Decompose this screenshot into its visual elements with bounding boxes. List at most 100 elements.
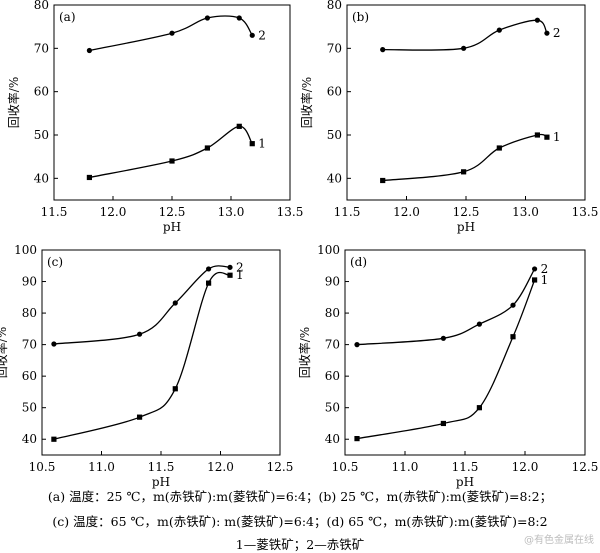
data-point-square: [380, 177, 386, 184]
y-tick-label: 50: [327, 128, 342, 142]
data-point-circle: [172, 300, 178, 306]
series-label: 1: [258, 137, 266, 151]
data-point-circle: [227, 264, 233, 270]
data-point-square: [440, 420, 446, 427]
data-point-square: [86, 174, 92, 181]
plot-frame: [41, 249, 281, 456]
y-tick-label: 50: [34, 128, 49, 142]
y-tick-label: 60: [325, 369, 340, 383]
x-tick-label: 12.0: [393, 205, 420, 219]
series-label: 1: [541, 273, 549, 287]
series-line-2: [356, 268, 536, 346]
x-tick-label: 11.0: [88, 460, 115, 474]
x-tick-label: 12.5: [453, 205, 480, 219]
series-line-2: [53, 265, 231, 345]
panel-label: (d): [350, 255, 367, 269]
x-tick-label: 12.0: [512, 460, 539, 474]
data-point-square: [136, 414, 143, 420]
series-label: 2: [236, 260, 244, 274]
y-tick-label: 90: [22, 275, 37, 289]
series-line-2: [382, 19, 548, 51]
data-point-circle: [440, 335, 446, 341]
x-axis-label: pH: [456, 475, 474, 489]
x-axis-label: pH: [163, 220, 181, 234]
data-point-square: [236, 123, 242, 129]
x-tick-label: 10.5: [29, 460, 56, 474]
x-axis-label: pH: [457, 220, 475, 234]
x-tick-label: 12.0: [100, 205, 127, 219]
x-tick-label: 12.0: [207, 460, 234, 474]
data-point-square: [206, 280, 212, 286]
caption-line-1: (a) 温度：25 ℃，m(赤铁矿):m(菱铁矿)=6:4；(b) 25 ℃，m…: [47, 489, 553, 504]
x-axis-label: pH: [152, 475, 170, 489]
chart-panel-a: (a) 11.5 12.0 12.5 13.0 13.5 40 50 60 70 80 pH 回收率/%…: [6, 0, 303, 234]
y-axis-label: 回收率/%: [0, 327, 9, 378]
series-label: 1: [236, 268, 244, 282]
series-line-1: [356, 279, 536, 440]
data-point-square: [249, 141, 255, 147]
x-tick-label: 12.5: [267, 460, 294, 474]
x-tick-label: 11.0: [392, 460, 419, 474]
y-tick-label: 80: [34, 0, 49, 12]
x-tick-label: 13.0: [218, 205, 245, 219]
data-point-square: [476, 405, 482, 411]
y-axis-label: 回收率/%: [6, 77, 21, 128]
data-point-circle: [236, 15, 242, 21]
y-tick-label: 90: [325, 275, 340, 289]
data-point-square: [496, 145, 502, 151]
panel-label: (b): [352, 10, 369, 24]
chart-panel-b: (b) 11.5 12.0 12.5 13.0 13.5 40 50 60 70 80 pH 回收率/%…: [299, 0, 598, 234]
y-tick-label: 100: [317, 243, 340, 257]
y-tick-label: 60: [327, 85, 342, 99]
data-point-square: [204, 145, 210, 151]
data-point-circle: [461, 45, 467, 51]
data-point-circle: [204, 15, 210, 21]
x-tick-label: 13.5: [572, 205, 599, 219]
y-tick-label: 80: [325, 306, 340, 320]
y-tick-label: 40: [325, 432, 340, 446]
y-axis-label: 回收率/%: [299, 77, 314, 128]
y-tick-label: 40: [327, 171, 342, 185]
data-point-square: [461, 169, 467, 175]
y-tick-label: 80: [327, 0, 342, 12]
y-tick-label: 70: [325, 338, 340, 352]
data-point-square: [51, 436, 57, 442]
y-tick-label: 60: [22, 369, 37, 383]
plot-frame: [344, 249, 586, 456]
y-axis-label: 回收率/%: [297, 327, 312, 378]
data-point-circle: [51, 341, 57, 347]
data-point-circle: [380, 47, 386, 53]
x-tick-label: 11.5: [148, 460, 175, 474]
data-point-square: [227, 272, 233, 278]
data-point-square: [510, 334, 516, 340]
series-label: 1: [553, 130, 561, 144]
caption-line-2: (c) 温度：65 ℃，m(赤铁矿): m(菱铁矿)=6:4；(d) 65 ℃，…: [52, 514, 548, 529]
series-label: 2: [541, 262, 549, 276]
chart-panel-c: (c) 10.5 11.0 11.5 12.0 12.5 40 50 60 70 80 90 100 pH…: [0, 243, 293, 489]
data-point-circle: [136, 331, 143, 337]
chart-panel-d: (d) 10.5 11.0 11.5 12.0 12.5 40 50 60 70 80 90 100 pH…: [297, 243, 598, 489]
data-point-circle: [532, 266, 538, 272]
data-point-square: [354, 436, 360, 442]
x-tick-label: 12.5: [572, 460, 599, 474]
y-tick-label: 50: [22, 401, 37, 415]
x-tick-label: 11.5: [334, 205, 361, 219]
x-tick-label: 13.0: [512, 205, 539, 219]
data-point-circle: [354, 342, 360, 348]
y-tick-label: 40: [34, 171, 49, 185]
series-label: 2: [258, 28, 266, 42]
series-line-1: [53, 271, 231, 440]
data-point-square: [169, 158, 175, 164]
data-point-circle: [476, 321, 482, 327]
y-tick-label: 70: [327, 41, 342, 55]
y-tick-label: 80: [22, 306, 37, 320]
data-point-circle: [544, 30, 550, 36]
x-tick-label: 12.5: [159, 205, 186, 219]
x-tick-label: 11.5: [41, 205, 68, 219]
watermark: @有色金属在线: [524, 535, 594, 546]
data-point-square: [544, 134, 550, 140]
panel-label: (a): [59, 10, 76, 24]
y-tick-label: 50: [325, 401, 340, 415]
y-tick-label: 70: [34, 41, 49, 55]
